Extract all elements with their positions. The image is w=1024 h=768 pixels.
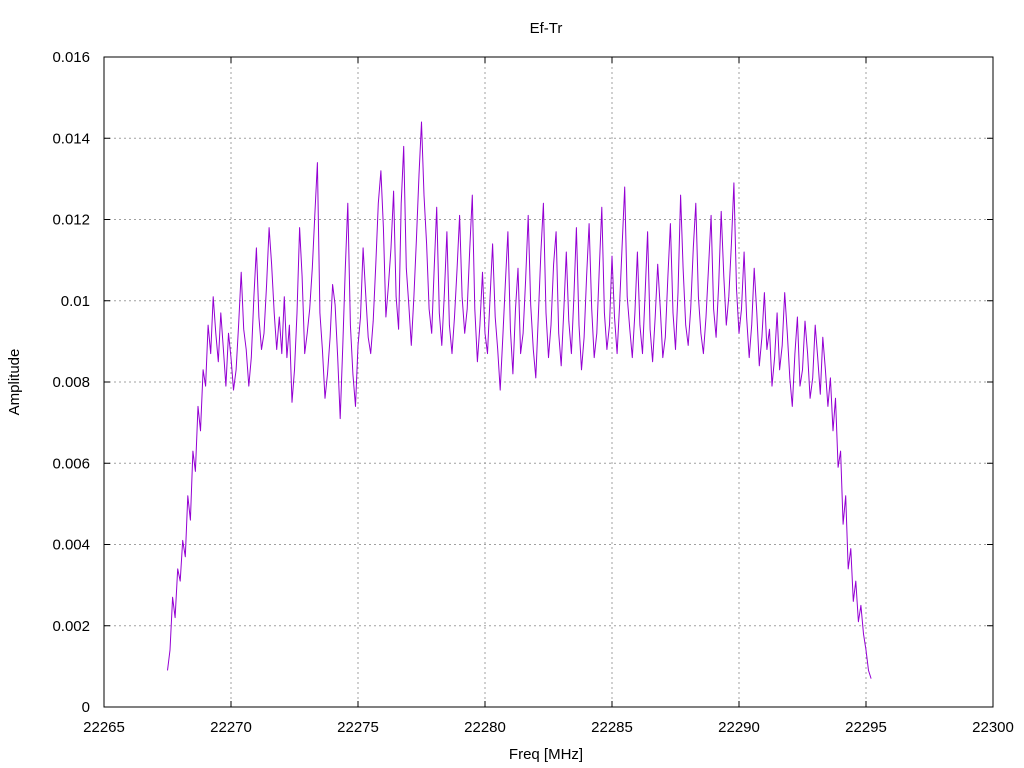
y-tick-label: 0.006	[52, 455, 90, 472]
series	[167, 121, 872, 679]
y-tick-label: 0.014	[52, 130, 90, 147]
x-tick-labels: 22265 22270 22275 22280 22285 22290 22295 22300	[83, 719, 1014, 736]
series-line-0	[167, 121, 872, 679]
y-tick-label: 0.002	[52, 618, 90, 635]
y-tick-label: 0.008	[52, 374, 90, 391]
y-tick-label: 0.016	[52, 49, 90, 66]
x-tick-label: 22285	[591, 719, 633, 736]
y-tick-label: 0.01	[61, 293, 90, 310]
chart-title: Ef-Tr	[530, 20, 563, 37]
x-tick-label: 22275	[337, 719, 379, 736]
grid	[104, 57, 993, 707]
y-tick-labels: 0 0.002 0.004 0.006 0.008 0.01 0.012 0.014 0.016	[52, 49, 90, 716]
x-tick-label: 22270	[210, 719, 252, 736]
y-axis-label: Amplitude	[6, 349, 23, 416]
x-axis-label: Freq [MHz]	[509, 746, 583, 763]
x-tick-label: 22295	[845, 719, 887, 736]
plot-frame	[103, 56, 994, 708]
y-tick-label: 0.012	[52, 212, 90, 229]
y-tick-label: 0	[82, 699, 90, 716]
x-tick-label: 22300	[972, 719, 1014, 736]
y-tick-label: 0.004	[52, 537, 90, 554]
x-tick-label: 22265	[83, 719, 125, 736]
x-tick-label: 22280	[464, 719, 506, 736]
x-tick-label: 22290	[718, 719, 760, 736]
